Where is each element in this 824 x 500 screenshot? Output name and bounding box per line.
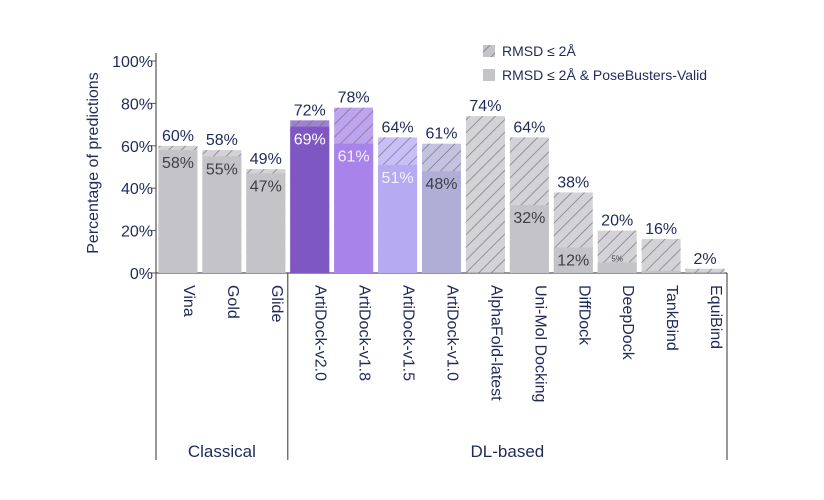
bar-top-label: 20% <box>601 213 633 230</box>
legend-label-rmsd-pb-valid: RMSD ≤ 2Å & PoseBusters-Valid <box>502 67 707 83</box>
bar-inner-label: 47% <box>250 178 282 195</box>
bar-rmsd-hatch <box>641 239 681 273</box>
bar-top-label: 61% <box>425 126 457 143</box>
bar-top-label: 72% <box>294 102 326 119</box>
x-tick-label: ArtiDock-v1.5 <box>400 285 417 381</box>
bar-pb-valid <box>597 262 637 273</box>
bar-pb-valid <box>509 205 549 273</box>
bar-pb-valid <box>290 126 330 273</box>
y-tick-label: 60% <box>121 139 153 156</box>
legend-solid-swatch <box>483 69 495 81</box>
y-tick-label: 80% <box>121 96 153 113</box>
bar-pb-valid <box>246 173 286 273</box>
legend: RMSD ≤ 2Å RMSD ≤ 2Å & PoseBusters-Valid <box>483 43 707 83</box>
x-tick-label: Uni-Mol Docking <box>531 285 548 402</box>
bar-top-label: 64% <box>513 119 545 136</box>
x-tick-label: TankBind <box>663 285 680 351</box>
bar-rmsd-hatch <box>465 116 505 274</box>
bar-inner-label: 55% <box>206 161 238 178</box>
x-tick-label: Gold <box>224 285 241 319</box>
bar-pb-valid <box>641 270 681 273</box>
bar-inner-label: 61% <box>338 149 370 166</box>
bar-top-label: 16% <box>645 221 677 238</box>
bar-pb-valid <box>202 156 242 273</box>
bar-top-label: 49% <box>250 151 282 168</box>
bar-pb-valid <box>553 247 593 273</box>
bar-top-label: 78% <box>338 90 370 107</box>
bar-inner-label: 48% <box>425 176 457 193</box>
bar-inner-label: 58% <box>162 155 194 172</box>
y-tick-label: 100% <box>112 54 153 71</box>
y-tick-label: 40% <box>121 181 153 198</box>
bar-inner-label: 12% <box>557 253 589 270</box>
bar-top-label: 64% <box>382 119 414 136</box>
x-tick-label: EquiBind <box>707 285 724 349</box>
bar-top-label: 2% <box>693 251 716 268</box>
x-tick-label: AlphaFold-latest <box>487 285 504 401</box>
bar-pb-valid <box>378 164 418 273</box>
x-tick-label: ArtiDock-v2.0 <box>312 285 329 381</box>
bar-pb-valid <box>334 143 374 273</box>
x-tick-label: DeepDock <box>619 285 636 361</box>
bar-top-label: 38% <box>557 174 589 191</box>
x-tick-label: ArtiDock-v1.0 <box>444 285 461 381</box>
bar-pb-valid <box>422 171 461 273</box>
group-label: Classical <box>188 442 256 461</box>
bar-inner-label: 69% <box>294 132 326 149</box>
y-tick-label: 0% <box>130 266 153 283</box>
x-tick-label: ArtiDock-v1.8 <box>356 285 373 381</box>
y-axis-label: Percentage of predictions <box>85 72 102 253</box>
bar-top-label: 74% <box>469 98 501 115</box>
bar-inner-label: 51% <box>382 170 414 187</box>
bar-inner-label: 5% <box>611 254 623 263</box>
legend-label-rmsd: RMSD ≤ 2Å <box>502 43 576 59</box>
y-tick-label: 20% <box>121 224 153 241</box>
bar-rmsd-hatch <box>685 268 725 273</box>
legend-hatched-swatch-pattern <box>483 45 495 57</box>
bar-top-label: 58% <box>206 132 238 149</box>
x-tick-label: Glide <box>268 285 285 322</box>
x-tick-label: DiffDock <box>575 285 592 346</box>
bar-top-label: 60% <box>162 128 194 145</box>
x-tick-label: Vina <box>180 285 197 317</box>
group-label: DL-based <box>471 442 545 461</box>
bar-pb-valid <box>158 150 198 273</box>
bar-inner-label: 32% <box>513 210 545 227</box>
